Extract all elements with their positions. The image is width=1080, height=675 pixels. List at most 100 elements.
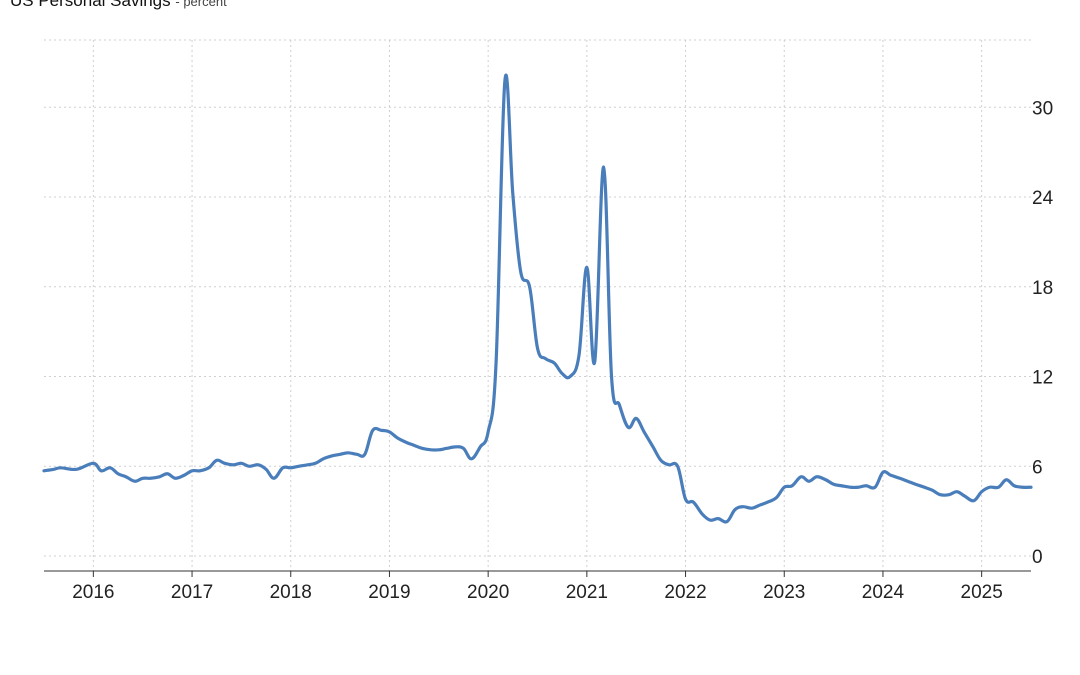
data-point	[1022, 486, 1024, 488]
data-point	[134, 480, 136, 482]
data-point	[421, 447, 423, 449]
axes	[44, 570, 1031, 577]
data-point	[495, 362, 497, 364]
data-point	[273, 477, 275, 479]
data-point	[462, 447, 464, 449]
data-point	[53, 468, 55, 470]
data-point	[1013, 485, 1015, 487]
data-point	[610, 375, 612, 377]
y-tick-label: 6	[1032, 457, 1043, 478]
data-point	[709, 519, 711, 521]
y-tick-label: 30	[1032, 98, 1053, 119]
data-point	[322, 458, 324, 460]
data-point	[758, 504, 760, 506]
data-point	[1030, 486, 1032, 488]
data-point	[208, 467, 210, 469]
data-point	[750, 507, 752, 509]
data-point	[899, 477, 901, 479]
data-point	[520, 271, 522, 273]
data-point	[364, 453, 366, 455]
data-point	[857, 486, 859, 488]
data-point	[973, 500, 975, 502]
y-tick-label: 18	[1032, 278, 1053, 299]
data-point	[396, 437, 398, 439]
data-point	[117, 473, 119, 475]
data-point	[643, 431, 645, 433]
y-tick-label: 24	[1032, 188, 1054, 209]
data-point	[660, 459, 662, 461]
data-point	[265, 468, 267, 470]
data-point	[816, 476, 818, 478]
data-point	[331, 455, 333, 457]
data-point	[536, 347, 538, 349]
data-point	[371, 429, 373, 431]
data-point	[783, 486, 785, 488]
grid	[44, 39, 1031, 571]
data-point	[479, 446, 481, 448]
x-tick-label: 2018	[270, 582, 312, 603]
data-point	[734, 508, 736, 510]
data-point	[75, 468, 77, 470]
tick-labels: 0 6 12 18 24 30 2016 2017 2018 2019 2020 2021 2022 20…	[72, 98, 1053, 603]
data-point	[726, 520, 728, 522]
x-tick-label: 2021	[566, 582, 608, 603]
data-point	[578, 354, 580, 356]
data-point	[701, 513, 703, 515]
data-point	[282, 467, 284, 469]
data-point	[544, 357, 546, 359]
data-point	[240, 462, 242, 464]
data-point	[109, 467, 111, 469]
data-point	[906, 480, 908, 482]
data-point	[553, 362, 555, 364]
data-point	[297, 465, 299, 467]
data-point	[627, 426, 629, 428]
data-point	[504, 79, 506, 81]
chart-unit-text: percent	[183, 0, 227, 9]
data-point	[865, 485, 867, 487]
data-point	[775, 497, 777, 499]
data-point	[586, 266, 588, 268]
data-point	[314, 462, 316, 464]
data-point	[149, 477, 151, 479]
data-point	[684, 498, 686, 500]
data-point	[561, 372, 563, 374]
data-point	[939, 494, 941, 496]
data-point	[791, 485, 793, 487]
data-point	[914, 483, 916, 485]
data-point	[618, 404, 620, 406]
data-point	[692, 501, 694, 503]
x-tick-label: 2022	[664, 582, 706, 603]
data-point	[413, 444, 415, 446]
data-point	[931, 489, 933, 491]
data-point	[454, 446, 456, 448]
data-point	[512, 193, 514, 195]
data-point	[874, 486, 876, 488]
data-point	[446, 447, 448, 449]
data-point	[347, 452, 349, 454]
data-point	[956, 491, 958, 493]
data-point	[388, 431, 390, 433]
data-point	[594, 360, 596, 362]
x-tick-label: 2019	[368, 582, 410, 603]
data-point	[602, 166, 604, 168]
data-point	[257, 464, 259, 466]
data-point	[948, 494, 950, 496]
x-tick-label: 2020	[467, 582, 509, 603]
y-tick-label: 12	[1032, 368, 1053, 389]
data-point	[356, 453, 358, 455]
data-point	[125, 476, 127, 478]
data-point	[832, 483, 834, 485]
data-point	[100, 470, 102, 472]
data-point	[742, 505, 744, 507]
data-point	[223, 462, 225, 464]
data-point	[635, 417, 637, 419]
series-layer	[42, 73, 1033, 524]
data-point	[60, 467, 62, 469]
chart-unit: - percent	[175, 0, 226, 9]
data-point	[380, 429, 382, 431]
data-point	[825, 479, 827, 481]
data-point	[191, 470, 193, 472]
y-tick-label: 0	[1032, 547, 1043, 568]
data-point	[248, 465, 250, 467]
